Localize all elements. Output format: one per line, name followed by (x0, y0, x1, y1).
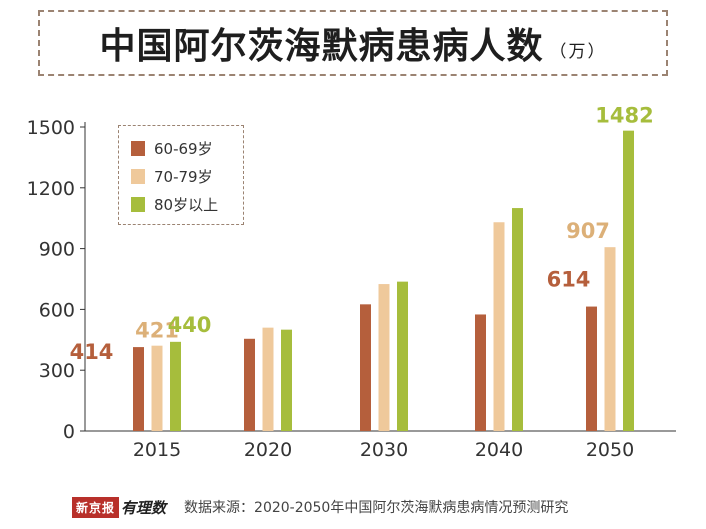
data-label: 421 (135, 319, 179, 343)
title-box: 中国阿尔茨海默病患病人数 （万） (38, 10, 668, 76)
bar (623, 130, 634, 431)
legend-item: 60-69岁 (131, 134, 243, 162)
legend-swatch (131, 140, 145, 156)
bar (397, 281, 408, 431)
data-label: 440 (168, 313, 212, 337)
y-tick-label: 1500 (27, 117, 75, 139)
y-tick-label: 900 (39, 239, 75, 261)
data-label: 614 (547, 268, 591, 292)
bar (262, 327, 274, 431)
bar (512, 208, 523, 431)
x-tick-label: 2030 (360, 439, 408, 461)
chart-unit: （万） (549, 41, 607, 62)
logo-badge: 新京报 (72, 496, 120, 518)
x-tick-label: 2020 (244, 439, 292, 461)
x-tick-label: 2040 (475, 439, 523, 461)
bar (151, 345, 163, 431)
legend-label: 70-79岁 (154, 167, 213, 186)
bar (493, 222, 505, 431)
bar (170, 341, 181, 431)
y-tick-label: 0 (63, 421, 75, 443)
bar (281, 329, 292, 431)
y-tick-label: 1200 (27, 178, 75, 200)
bar (378, 284, 390, 431)
data-label: 907 (566, 219, 610, 243)
legend: 60-69岁 70-79岁 80岁以上 (118, 125, 244, 225)
legend-item: 80岁以上 (131, 190, 243, 218)
y-tick-label: 300 (39, 360, 75, 382)
source-note: 数据来源：2020-2050年中国阿尔茨海默病患病情况预测研究 (184, 500, 569, 516)
legend-swatch (131, 196, 145, 212)
y-tick-label: 600 (39, 299, 75, 321)
legend-item: 70-79岁 (131, 162, 243, 190)
bar (475, 314, 486, 431)
bar (133, 347, 144, 431)
legend-swatch (131, 168, 145, 184)
data-label: 1482 (595, 104, 653, 128)
bar (244, 338, 255, 431)
legend-label: 80岁以上 (154, 195, 219, 214)
x-tick-label: 2050 (586, 439, 634, 461)
bar (586, 306, 597, 431)
logo-script: 有理数 (121, 498, 167, 517)
footer: 新京报 有理数 数据来源：2020-2050年中国阿尔茨海默病患病情况预测研究 (72, 496, 568, 518)
chart-title: 中国阿尔茨海默病患病人数 (99, 26, 544, 67)
bar (604, 247, 616, 431)
x-tick-label: 2015 (133, 439, 181, 461)
data-label: 414 (70, 340, 114, 364)
bar (360, 304, 371, 431)
legend-label: 60-69岁 (154, 139, 213, 158)
